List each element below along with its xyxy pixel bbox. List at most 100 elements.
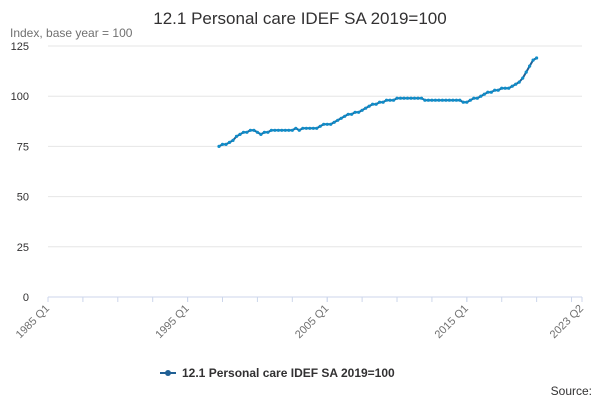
data-point[interactable] <box>227 140 232 144</box>
data-point[interactable] <box>231 138 235 142</box>
data-point[interactable] <box>381 100 385 104</box>
data-point[interactable] <box>325 122 329 126</box>
data-point[interactable] <box>458 98 462 102</box>
data-point[interactable] <box>493 88 497 92</box>
data-point[interactable] <box>472 96 476 100</box>
data-point[interactable] <box>521 76 525 80</box>
data-point[interactable] <box>440 98 444 102</box>
data-point[interactable] <box>496 88 500 92</box>
x-tick-label: 2015 Q1 <box>433 303 471 341</box>
data-point[interactable] <box>430 98 434 102</box>
data-point[interactable] <box>322 122 326 126</box>
data-point[interactable] <box>489 90 493 94</box>
data-point[interactable] <box>238 132 242 136</box>
data-point[interactable] <box>426 98 430 102</box>
data-point[interactable] <box>241 130 246 134</box>
data-point[interactable] <box>273 128 277 132</box>
data-point[interactable] <box>283 128 287 132</box>
data-point[interactable] <box>266 130 270 134</box>
data-point[interactable] <box>405 96 410 100</box>
data-point[interactable] <box>465 100 469 104</box>
data-point[interactable] <box>451 98 455 102</box>
data-point[interactable] <box>475 96 479 100</box>
x-tick-label: 2005 Q1 <box>293 303 331 341</box>
data-point[interactable] <box>294 126 298 130</box>
data-point[interactable] <box>332 120 336 124</box>
data-point[interactable] <box>280 128 284 132</box>
data-point[interactable] <box>482 92 486 96</box>
data-point[interactable] <box>454 98 458 102</box>
data-point[interactable] <box>395 96 399 100</box>
data-point[interactable] <box>315 126 319 130</box>
data-point[interactable] <box>297 128 301 132</box>
y-tick-label: 25 <box>17 242 29 254</box>
data-point[interactable] <box>245 130 249 134</box>
data-point[interactable] <box>391 98 396 102</box>
data-point[interactable] <box>224 142 228 146</box>
data-point[interactable] <box>517 80 521 84</box>
data-point[interactable] <box>290 128 294 132</box>
data-point[interactable] <box>535 56 539 60</box>
data-point[interactable] <box>461 100 465 104</box>
data-point[interactable] <box>311 126 315 130</box>
data-point[interactable] <box>357 110 361 114</box>
data-point[interactable] <box>419 96 424 100</box>
data-point[interactable] <box>353 110 357 114</box>
data-point[interactable] <box>447 98 451 102</box>
data-point[interactable] <box>384 98 389 102</box>
data-point[interactable] <box>336 118 340 122</box>
data-point[interactable] <box>433 98 437 102</box>
data-point[interactable] <box>255 130 259 134</box>
data-point[interactable] <box>276 128 280 132</box>
data-point[interactable] <box>346 112 350 116</box>
data-point[interactable] <box>528 64 532 68</box>
data-point[interactable] <box>252 128 256 132</box>
data-point[interactable] <box>262 130 266 134</box>
data-point[interactable] <box>217 144 221 148</box>
data-point[interactable] <box>503 86 507 90</box>
data-point[interactable] <box>409 96 413 100</box>
x-tick-label: 2023 Q2 <box>548 303 586 341</box>
data-point[interactable] <box>374 102 378 106</box>
data-point[interactable] <box>234 134 239 138</box>
data-point[interactable] <box>468 98 472 102</box>
data-point[interactable] <box>220 142 225 146</box>
data-point[interactable] <box>308 126 312 130</box>
data-point[interactable] <box>371 102 375 106</box>
data-point[interactable] <box>412 96 417 100</box>
series-layer <box>217 56 539 148</box>
data-point[interactable] <box>402 96 406 100</box>
data-point[interactable] <box>339 116 343 120</box>
data-point[interactable] <box>416 96 420 100</box>
data-point[interactable] <box>360 108 364 112</box>
y-axis-label: Index, base year = 100 <box>10 26 133 40</box>
data-point[interactable] <box>343 114 347 118</box>
data-point[interactable] <box>514 82 518 86</box>
data-point[interactable] <box>524 70 528 74</box>
legend[interactable]: 12.1 Personal care IDEF SA 2019=100 <box>160 366 395 380</box>
data-point[interactable] <box>248 128 252 132</box>
data-point[interactable] <box>364 106 368 110</box>
data-point[interactable] <box>423 98 427 102</box>
data-point[interactable] <box>350 112 354 116</box>
data-point[interactable] <box>378 100 382 104</box>
data-point[interactable] <box>531 58 535 62</box>
data-point[interactable] <box>444 98 448 102</box>
data-point[interactable] <box>437 98 441 102</box>
data-point[interactable] <box>367 104 371 108</box>
data-point[interactable] <box>269 128 273 132</box>
data-point[interactable] <box>510 84 514 88</box>
legend-label: 12.1 Personal care IDEF SA 2019=100 <box>182 366 395 380</box>
data-point[interactable] <box>507 86 511 90</box>
data-point[interactable] <box>287 128 291 132</box>
data-point[interactable] <box>479 94 483 98</box>
data-point[interactable] <box>304 126 308 130</box>
data-point[interactable] <box>388 98 392 102</box>
data-point[interactable] <box>259 132 263 136</box>
data-point[interactable] <box>318 124 322 128</box>
data-point[interactable] <box>301 126 305 130</box>
data-point[interactable] <box>486 90 490 94</box>
data-point[interactable] <box>329 122 333 126</box>
data-point[interactable] <box>398 96 403 100</box>
data-point[interactable] <box>500 86 504 90</box>
